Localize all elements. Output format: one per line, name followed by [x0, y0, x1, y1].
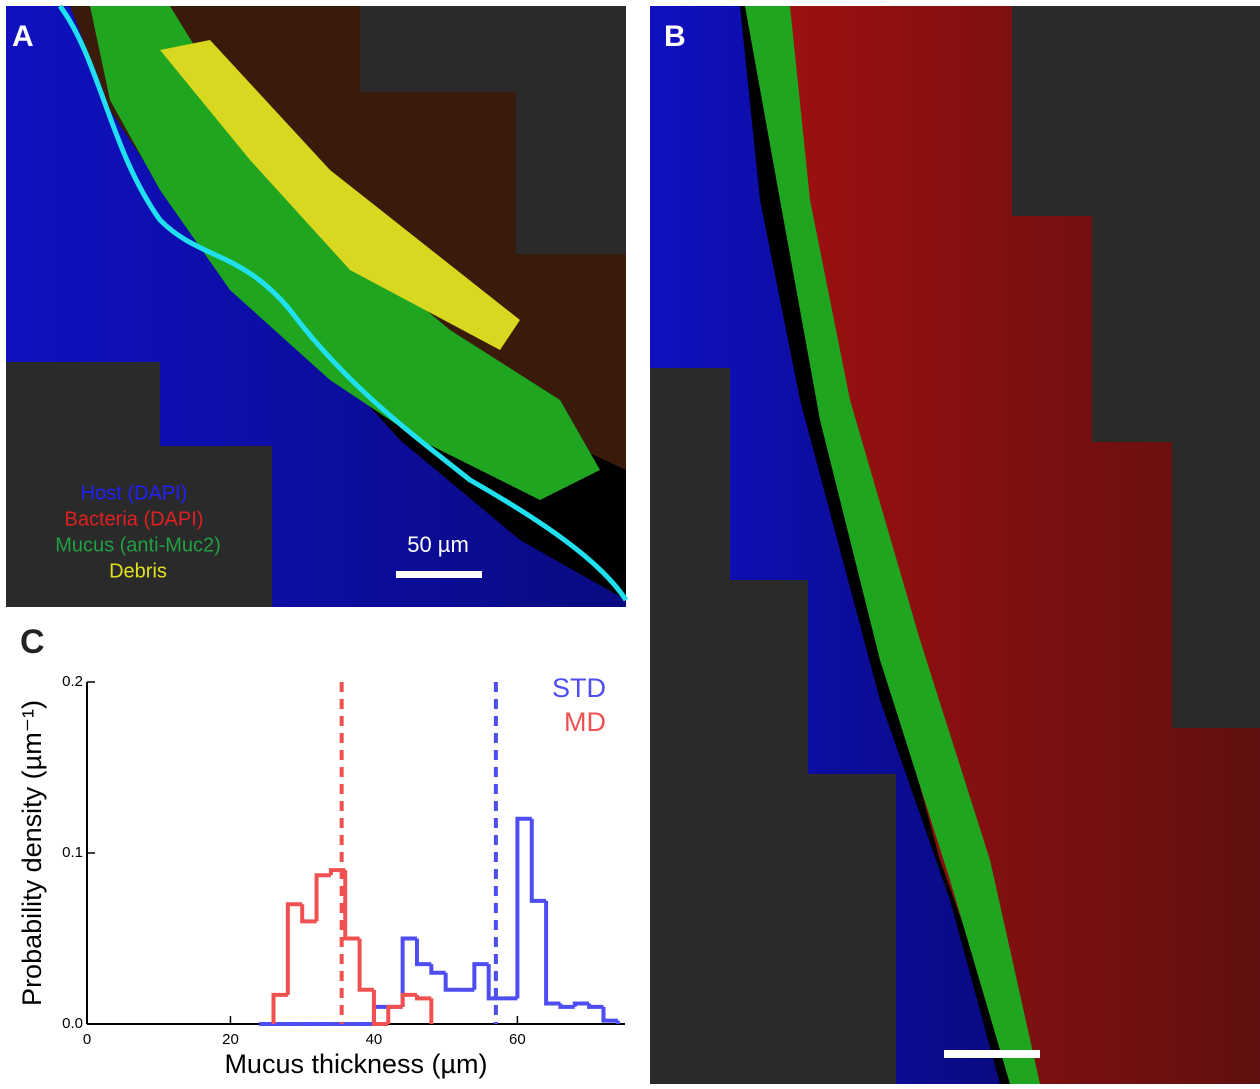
histogram-step — [302, 904, 316, 921]
histogram-step — [474, 964, 488, 990]
x-axis-label: Mucus thickness (µm) — [224, 1049, 487, 1079]
histogram-step — [603, 1007, 617, 1021]
legend-entry: STD — [552, 673, 606, 703]
panel-label: B — [664, 20, 686, 53]
legend-debris: Debris — [109, 560, 167, 582]
y-tick-label: 0.0 — [62, 1015, 83, 1032]
histogram-chart: 0 20 40 60 0.0 0.1 0.2 Mucus thickness (µm) Prob… — [17, 673, 625, 1079]
figure: A Host (DAPI) Bacteria (DAPI) Mucus (ant… — [0, 0, 1260, 1084]
histogram-step — [446, 973, 460, 990]
histogram-step — [575, 1003, 589, 1006]
x-tick-label: 0 — [83, 1031, 91, 1048]
x-tick-label: 40 — [366, 1031, 383, 1048]
histogram-step — [374, 1007, 388, 1024]
histogram-step — [274, 995, 288, 1024]
histogram-step — [360, 939, 374, 990]
y-tick-label: 0.2 — [62, 673, 83, 690]
histogram-step — [403, 995, 417, 1007]
panel-label: C — [20, 623, 45, 661]
legend-entry: MD — [564, 707, 606, 737]
histogram-step — [317, 875, 331, 921]
histogram-step — [560, 1003, 574, 1006]
micrograph-b — [650, 6, 1260, 1084]
y-axis-label: Probability density (µm⁻¹) — [17, 700, 47, 1006]
scale-bar-label: 50 µm — [407, 532, 469, 557]
panel-label: A — [12, 20, 34, 53]
legend-bacteria: Bacteria (DAPI) — [65, 508, 204, 530]
histogram-step — [388, 1007, 402, 1024]
histogram-step — [345, 870, 359, 938]
histogram-step — [517, 819, 531, 999]
histogram-step — [417, 939, 431, 965]
histogram-step — [417, 995, 431, 998]
x-tick-label: 60 — [509, 1031, 526, 1048]
x-tick-label: 20 — [222, 1031, 239, 1048]
y-tick-label: 0.1 — [62, 844, 83, 861]
histogram-step — [589, 1003, 603, 1006]
histogram-step — [546, 901, 560, 1004]
histogram-step — [532, 819, 546, 901]
legend-mucus: Mucus (anti-Muc2) — [55, 534, 221, 556]
legend-host: Host (DAPI) — [81, 482, 188, 504]
histogram-step — [431, 964, 445, 973]
histogram-step — [288, 904, 302, 995]
